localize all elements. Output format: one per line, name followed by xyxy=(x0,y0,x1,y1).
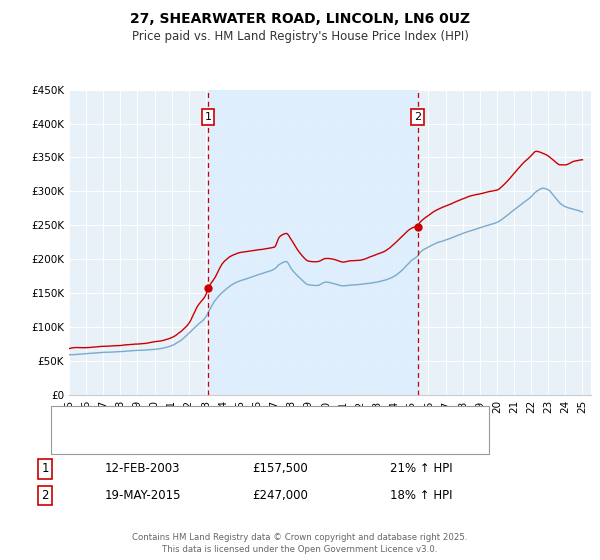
Text: 2: 2 xyxy=(414,112,421,122)
Text: 27, SHEARWATER ROAD, LINCOLN, LN6 0UZ (detached house): 27, SHEARWATER ROAD, LINCOLN, LN6 0UZ (d… xyxy=(100,416,422,426)
Text: Contains HM Land Registry data © Crown copyright and database right 2025.
This d: Contains HM Land Registry data © Crown c… xyxy=(132,533,468,554)
Text: 12-FEB-2003: 12-FEB-2003 xyxy=(105,462,181,475)
Text: 1: 1 xyxy=(41,462,49,475)
Text: HPI: Average price, detached house, Lincoln: HPI: Average price, detached house, Linc… xyxy=(100,435,329,445)
Text: 21% ↑ HPI: 21% ↑ HPI xyxy=(390,462,452,475)
Text: Price paid vs. HM Land Registry's House Price Index (HPI): Price paid vs. HM Land Registry's House … xyxy=(131,30,469,43)
Bar xyxy=(208,90,418,395)
Text: £247,000: £247,000 xyxy=(252,489,308,502)
Text: 27, SHEARWATER ROAD, LINCOLN, LN6 0UZ: 27, SHEARWATER ROAD, LINCOLN, LN6 0UZ xyxy=(130,12,470,26)
Text: £157,500: £157,500 xyxy=(252,462,308,475)
Text: 1: 1 xyxy=(205,112,211,122)
Text: 18% ↑ HPI: 18% ↑ HPI xyxy=(390,489,452,502)
Text: 2: 2 xyxy=(41,489,49,502)
Text: 19-MAY-2015: 19-MAY-2015 xyxy=(105,489,182,502)
